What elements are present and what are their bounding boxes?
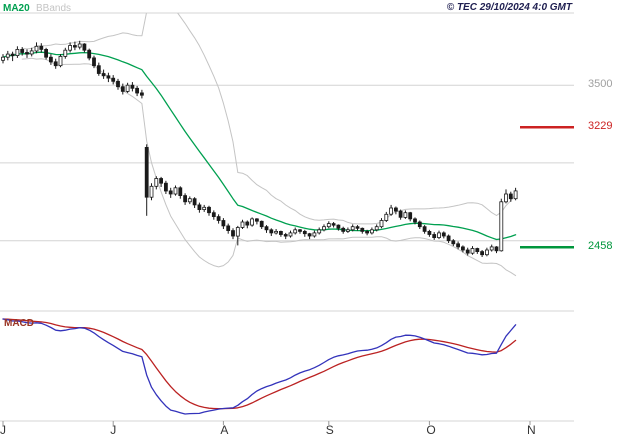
price-gridline-label: 3500 xyxy=(588,78,613,91)
x-axis-month-label: J xyxy=(110,423,117,437)
resistance-level-label: 3229 xyxy=(588,120,613,133)
x-axis-month-label: S xyxy=(325,423,334,437)
support-level-label: 2458 xyxy=(588,240,613,253)
x-axis-month-label: J xyxy=(0,423,6,437)
copyright-text: © TEC 29/10/2024 4:0 GMT xyxy=(446,2,572,13)
bbands-legend: BBands xyxy=(36,3,72,14)
macd-legend: MACD xyxy=(4,318,34,329)
x-axis-month-label: O xyxy=(426,423,436,437)
x-axis-month-label: A xyxy=(220,423,229,437)
ma20-legend: MA20 xyxy=(3,3,30,14)
x-axis-month-label: N xyxy=(527,423,536,437)
